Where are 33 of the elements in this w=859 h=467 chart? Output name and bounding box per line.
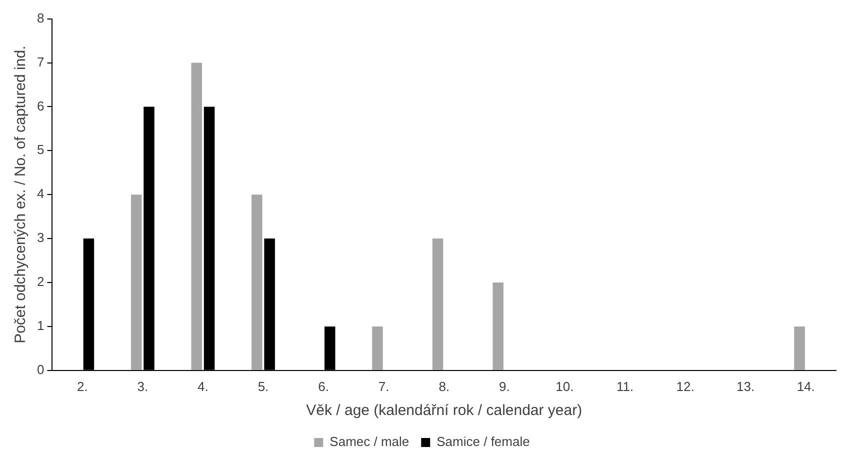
- x-tick-label: 13.: [736, 378, 755, 394]
- x-tick-label: 6.: [318, 378, 329, 394]
- x-tick-label: 11.: [616, 378, 634, 394]
- x-tick-label: 4.: [198, 378, 208, 394]
- bar: [191, 62, 202, 370]
- y-tick-label: 0: [36, 362, 44, 377]
- x-tick-label: 8.: [438, 378, 450, 394]
- x-tick-label: 3.: [137, 378, 148, 394]
- bar: [252, 194, 262, 370]
- legend-label: Samec / male: [330, 434, 410, 450]
- x-tick-label: 2.: [76, 378, 88, 394]
- y-tick-label: 6: [36, 98, 44, 114]
- x-tick-label: 10.: [556, 378, 574, 394]
- y-tick-label: 1: [36, 318, 44, 334]
- x-tick-label: 12.: [676, 378, 694, 394]
- y-tick-label: 4: [36, 186, 44, 202]
- x-axis-title: Věk / age (kalendářní rok / calendar year): [306, 402, 582, 420]
- x-tick-label: 5.: [258, 378, 269, 394]
- bar: [432, 238, 444, 370]
- y-tick-label: 8: [36, 10, 44, 26]
- bar: [372, 326, 383, 370]
- y-tick-label: 3: [36, 230, 44, 246]
- bar: [130, 194, 142, 370]
- y-axis-title: Počet odchycených ex. / No. of captured ind.: [12, 46, 30, 344]
- y-tick-label: 5: [36, 142, 44, 158]
- legend-label: Samice / female: [436, 434, 530, 450]
- y-tick-label: 7: [36, 54, 44, 70]
- x-tick-label: 9.: [498, 378, 510, 394]
- bar: [492, 282, 504, 370]
- x-tick-label: 7.: [378, 378, 390, 394]
- x-tick-label: 14.: [796, 378, 815, 394]
- bar: [794, 326, 805, 370]
- y-tick-label: 2: [36, 274, 44, 290]
